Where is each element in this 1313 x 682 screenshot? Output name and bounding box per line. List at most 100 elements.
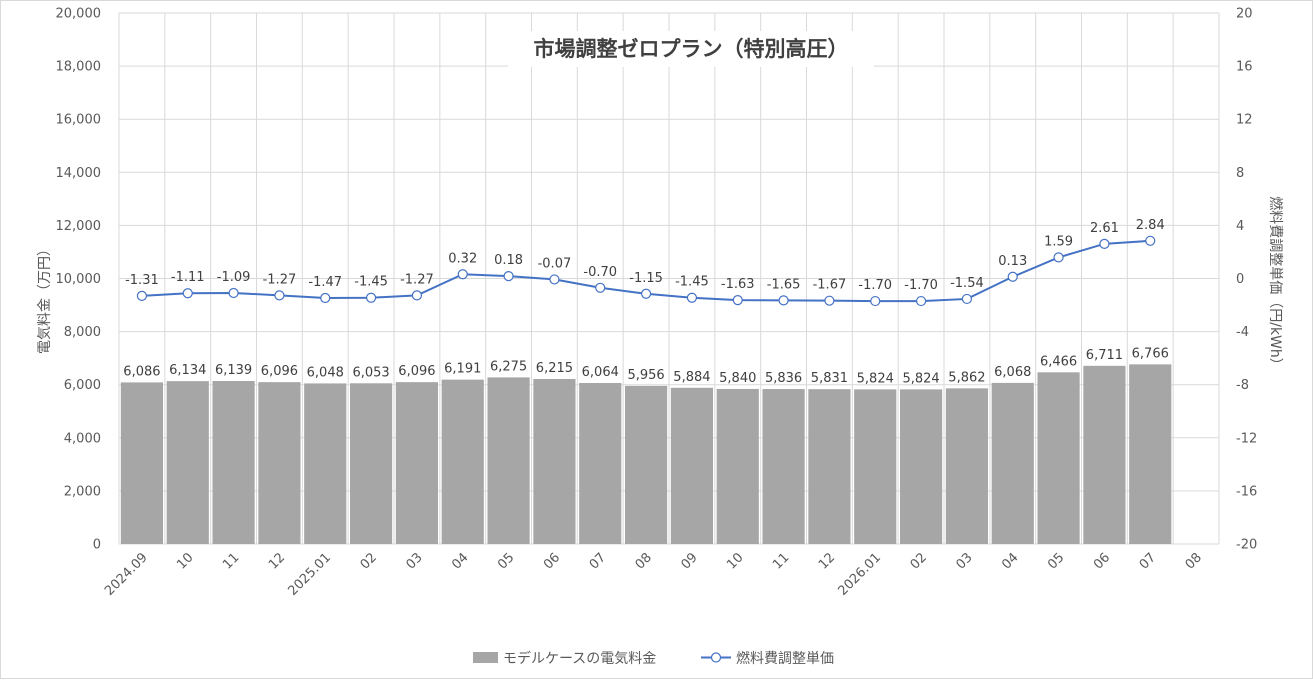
x-tick-label: 09 bbox=[678, 550, 700, 572]
y-tick-label: 18,000 bbox=[56, 60, 102, 75]
line-marker bbox=[549, 274, 560, 285]
bar-value-label: 5,836 bbox=[765, 371, 802, 386]
x-tick-label: 02 bbox=[358, 550, 380, 572]
bar-value-label: 5,956 bbox=[627, 368, 664, 383]
bar bbox=[854, 389, 897, 544]
bar bbox=[258, 382, 301, 544]
line-marker bbox=[595, 282, 606, 293]
bar-value-label: 5,831 bbox=[811, 371, 848, 386]
line-value-label: -0.70 bbox=[583, 265, 617, 280]
y-tick-label: 0 bbox=[93, 538, 101, 553]
line-marker bbox=[1007, 271, 1018, 282]
y-tick-label: 6,000 bbox=[64, 378, 101, 393]
line-marker bbox=[686, 292, 698, 303]
line-value-label: 0.13 bbox=[998, 254, 1027, 269]
x-tick-label: 02 bbox=[908, 550, 930, 572]
legend-label-line: 燃料費調整単価 bbox=[736, 650, 834, 667]
line-marker bbox=[274, 290, 285, 301]
bar bbox=[900, 389, 943, 544]
bar-value-label: 6,711 bbox=[1086, 348, 1123, 363]
bar-value-label: 6,096 bbox=[398, 364, 435, 379]
bar-value-label: 6,096 bbox=[261, 364, 298, 379]
y2-tick-label: 20 bbox=[1236, 7, 1253, 22]
bar bbox=[945, 388, 988, 544]
x-tick-label: 2025.01 bbox=[285, 550, 334, 599]
y-axis-title: 電気料金（万円） bbox=[37, 242, 53, 354]
line-value-label: -1.45 bbox=[354, 275, 388, 290]
line-marker bbox=[136, 290, 148, 301]
x-tick-label: 08 bbox=[633, 550, 655, 572]
title-background bbox=[508, 31, 874, 67]
x-tick-label: 06 bbox=[1091, 550, 1113, 572]
bar-value-label: 6,134 bbox=[169, 363, 206, 378]
bar-value-label: 6,068 bbox=[994, 365, 1031, 380]
bar bbox=[625, 385, 668, 544]
bar-value-label: 6,053 bbox=[352, 365, 389, 380]
y2-tick-label: 0 bbox=[1236, 272, 1244, 287]
y2-tick-label: -8 bbox=[1236, 378, 1249, 393]
bar-value-label: 6,766 bbox=[1132, 346, 1169, 361]
bar bbox=[1037, 372, 1080, 544]
y2-tick-label: -20 bbox=[1236, 538, 1257, 553]
x-tick-label: 03 bbox=[953, 550, 975, 572]
bar bbox=[533, 378, 576, 544]
y2-axis-title: 燃料費調整単価（円/kWh） bbox=[1267, 196, 1284, 372]
line-marker bbox=[320, 292, 331, 304]
x-tick-label: 04 bbox=[999, 550, 1021, 572]
legend-swatch-bar bbox=[473, 652, 498, 663]
line-value-label: -1.65 bbox=[767, 277, 801, 292]
x-tick-label: 10 bbox=[724, 550, 746, 572]
x-tick-label: 12 bbox=[266, 550, 288, 572]
bar-value-label: 6,191 bbox=[444, 362, 481, 377]
line-value-label: -1.45 bbox=[675, 275, 709, 290]
x-tick-label: 07 bbox=[1137, 550, 1159, 572]
line-value-label: -0.07 bbox=[538, 256, 572, 271]
bar bbox=[670, 387, 713, 544]
y-tick-label: 14,000 bbox=[56, 166, 102, 181]
bar bbox=[304, 383, 347, 544]
bar bbox=[808, 389, 851, 544]
line-marker bbox=[915, 295, 927, 307]
x-tick-label: 2024.09 bbox=[102, 550, 151, 599]
y-tick-label: 4,000 bbox=[64, 431, 101, 446]
line-value-label: 1.59 bbox=[1044, 234, 1073, 249]
y-tick-label: 12,000 bbox=[56, 219, 102, 234]
y2-tick-label: 8 bbox=[1236, 166, 1244, 181]
line-marker bbox=[778, 295, 789, 306]
bar-value-label: 6,064 bbox=[582, 365, 619, 380]
bar-value-label: 6,048 bbox=[307, 365, 344, 380]
legend-label-bar: モデルケースの電気料金 bbox=[503, 650, 656, 667]
y2-tick-label: 16 bbox=[1236, 60, 1253, 75]
line-value-label: -1.70 bbox=[858, 278, 892, 293]
bar bbox=[762, 389, 805, 544]
bar bbox=[166, 381, 209, 544]
bar bbox=[441, 379, 484, 544]
y2-tick-label: -12 bbox=[1236, 431, 1257, 446]
line-value-label: 0.18 bbox=[494, 253, 523, 268]
line-value-label: 0.32 bbox=[448, 251, 477, 266]
x-tick-label: 04 bbox=[449, 550, 471, 572]
line-marker bbox=[732, 295, 743, 306]
y-tick-label: 20,000 bbox=[56, 7, 102, 22]
y2-tick-label: -16 bbox=[1236, 484, 1257, 499]
bar bbox=[487, 377, 530, 544]
line-value-label: -1.67 bbox=[813, 278, 847, 293]
line-marker bbox=[457, 269, 468, 280]
bar bbox=[716, 388, 759, 544]
line-marker bbox=[961, 293, 973, 305]
y2-tick-label: -4 bbox=[1236, 325, 1249, 340]
bar-value-label: 6,466 bbox=[1040, 354, 1077, 369]
bar bbox=[120, 382, 163, 544]
chart-title: 市場調整ゼロプラン（特別高圧） bbox=[534, 37, 849, 61]
line-marker bbox=[228, 287, 239, 299]
line-marker bbox=[640, 288, 652, 299]
line-marker bbox=[1145, 235, 1156, 246]
x-tick-label: 12 bbox=[816, 550, 838, 572]
line-marker bbox=[824, 295, 835, 306]
x-tick-label: 05 bbox=[1045, 550, 1067, 572]
line-marker bbox=[870, 295, 881, 307]
x-tick-label: 10 bbox=[174, 550, 196, 572]
bar bbox=[991, 382, 1034, 544]
bar-value-label: 5,824 bbox=[902, 371, 939, 386]
